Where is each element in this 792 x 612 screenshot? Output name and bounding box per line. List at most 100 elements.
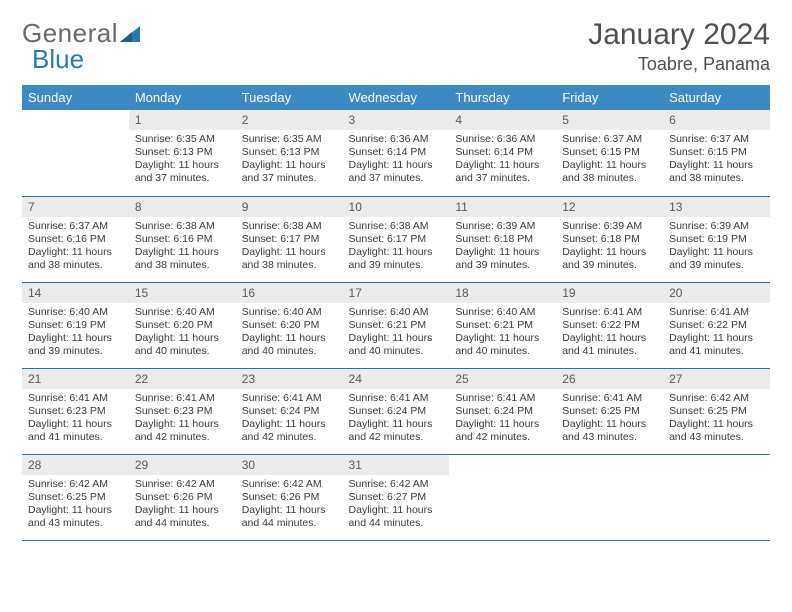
day-number: 3 [343, 110, 450, 130]
calendar-cell: 15Sunrise: 6:40 AMSunset: 6:20 PMDayligh… [129, 282, 236, 368]
day-details: Sunrise: 6:42 AMSunset: 6:26 PMDaylight:… [236, 475, 343, 535]
month-title: January 2024 [588, 18, 770, 52]
calendar-cell: 19Sunrise: 6:41 AMSunset: 6:22 PMDayligh… [556, 282, 663, 368]
day-number: 24 [343, 369, 450, 389]
day-number: 26 [556, 369, 663, 389]
day-number: 9 [236, 197, 343, 217]
calendar-cell: 25Sunrise: 6:41 AMSunset: 6:24 PMDayligh… [449, 368, 556, 454]
day-number: 12 [556, 197, 663, 217]
location: Toabre, Panama [588, 54, 770, 75]
day-number: 13 [663, 197, 770, 217]
calendar-cell: 1Sunrise: 6:35 AMSunset: 6:13 PMDaylight… [129, 110, 236, 196]
calendar-cell: 3Sunrise: 6:36 AMSunset: 6:14 PMDaylight… [343, 110, 450, 196]
calendar-cell: 10Sunrise: 6:38 AMSunset: 6:17 PMDayligh… [343, 196, 450, 282]
calendar-cell: 17Sunrise: 6:40 AMSunset: 6:21 PMDayligh… [343, 282, 450, 368]
weekday-header: Tuesday [236, 85, 343, 110]
calendar-cell: 9Sunrise: 6:38 AMSunset: 6:17 PMDaylight… [236, 196, 343, 282]
day-details: Sunrise: 6:41 AMSunset: 6:23 PMDaylight:… [22, 389, 129, 449]
calendar-cell: 8Sunrise: 6:38 AMSunset: 6:16 PMDaylight… [129, 196, 236, 282]
day-number: 16 [236, 283, 343, 303]
calendar-cell: 20Sunrise: 6:41 AMSunset: 6:22 PMDayligh… [663, 282, 770, 368]
day-number: 22 [129, 369, 236, 389]
day-details: Sunrise: 6:40 AMSunset: 6:20 PMDaylight:… [129, 303, 236, 363]
calendar-cell [449, 454, 556, 540]
day-number: 29 [129, 455, 236, 475]
day-number: 7 [22, 197, 129, 217]
day-details: Sunrise: 6:41 AMSunset: 6:22 PMDaylight:… [556, 303, 663, 363]
day-number: 10 [343, 197, 450, 217]
day-details: Sunrise: 6:35 AMSunset: 6:13 PMDaylight:… [236, 130, 343, 190]
calendar-table: SundayMondayTuesdayWednesdayThursdayFrid… [22, 85, 770, 541]
calendar-row: 28Sunrise: 6:42 AMSunset: 6:25 PMDayligh… [22, 454, 770, 540]
day-details: Sunrise: 6:36 AMSunset: 6:14 PMDaylight:… [449, 130, 556, 190]
day-number: 4 [449, 110, 556, 130]
calendar-cell: 4Sunrise: 6:36 AMSunset: 6:14 PMDaylight… [449, 110, 556, 196]
day-details: Sunrise: 6:40 AMSunset: 6:19 PMDaylight:… [22, 303, 129, 363]
day-details: Sunrise: 6:40 AMSunset: 6:20 PMDaylight:… [236, 303, 343, 363]
calendar-cell [663, 454, 770, 540]
day-details: Sunrise: 6:41 AMSunset: 6:25 PMDaylight:… [556, 389, 663, 449]
day-number: 31 [343, 455, 450, 475]
calendar-cell: 22Sunrise: 6:41 AMSunset: 6:23 PMDayligh… [129, 368, 236, 454]
day-number: 1 [129, 110, 236, 130]
calendar-cell: 12Sunrise: 6:39 AMSunset: 6:18 PMDayligh… [556, 196, 663, 282]
day-number: 18 [449, 283, 556, 303]
day-details: Sunrise: 6:41 AMSunset: 6:24 PMDaylight:… [343, 389, 450, 449]
day-details: Sunrise: 6:38 AMSunset: 6:17 PMDaylight:… [236, 217, 343, 277]
brand-sail-icon [120, 24, 142, 44]
day-number: 21 [22, 369, 129, 389]
weekday-header: Thursday [449, 85, 556, 110]
day-number: 15 [129, 283, 236, 303]
calendar-row: 21Sunrise: 6:41 AMSunset: 6:23 PMDayligh… [22, 368, 770, 454]
calendar-cell [556, 454, 663, 540]
day-number: 8 [129, 197, 236, 217]
calendar-cell [22, 110, 129, 196]
day-details: Sunrise: 6:37 AMSunset: 6:15 PMDaylight:… [556, 130, 663, 190]
day-number: 27 [663, 369, 770, 389]
day-details: Sunrise: 6:37 AMSunset: 6:16 PMDaylight:… [22, 217, 129, 277]
calendar-cell: 24Sunrise: 6:41 AMSunset: 6:24 PMDayligh… [343, 368, 450, 454]
calendar-row: 14Sunrise: 6:40 AMSunset: 6:19 PMDayligh… [22, 282, 770, 368]
calendar-cell: 5Sunrise: 6:37 AMSunset: 6:15 PMDaylight… [556, 110, 663, 196]
weekday-header: Friday [556, 85, 663, 110]
day-details: Sunrise: 6:35 AMSunset: 6:13 PMDaylight:… [129, 130, 236, 190]
calendar-cell: 30Sunrise: 6:42 AMSunset: 6:26 PMDayligh… [236, 454, 343, 540]
calendar-cell: 6Sunrise: 6:37 AMSunset: 6:15 PMDaylight… [663, 110, 770, 196]
day-details: Sunrise: 6:38 AMSunset: 6:16 PMDaylight:… [129, 217, 236, 277]
day-details: Sunrise: 6:38 AMSunset: 6:17 PMDaylight:… [343, 217, 450, 277]
day-details: Sunrise: 6:41 AMSunset: 6:24 PMDaylight:… [236, 389, 343, 449]
day-details: Sunrise: 6:41 AMSunset: 6:22 PMDaylight:… [663, 303, 770, 363]
calendar-body: 1Sunrise: 6:35 AMSunset: 6:13 PMDaylight… [22, 110, 770, 540]
day-details: Sunrise: 6:41 AMSunset: 6:24 PMDaylight:… [449, 389, 556, 449]
calendar-cell: 7Sunrise: 6:37 AMSunset: 6:16 PMDaylight… [22, 196, 129, 282]
day-number: 5 [556, 110, 663, 130]
title-block: January 2024 Toabre, Panama [588, 18, 770, 75]
day-details: Sunrise: 6:39 AMSunset: 6:18 PMDaylight:… [556, 217, 663, 277]
calendar-cell: 14Sunrise: 6:40 AMSunset: 6:19 PMDayligh… [22, 282, 129, 368]
day-number: 2 [236, 110, 343, 130]
weekday-header: Saturday [663, 85, 770, 110]
calendar-cell: 26Sunrise: 6:41 AMSunset: 6:25 PMDayligh… [556, 368, 663, 454]
weekday-header-row: SundayMondayTuesdayWednesdayThursdayFrid… [22, 85, 770, 110]
day-number: 14 [22, 283, 129, 303]
day-number: 23 [236, 369, 343, 389]
day-details: Sunrise: 6:40 AMSunset: 6:21 PMDaylight:… [343, 303, 450, 363]
day-number: 20 [663, 283, 770, 303]
day-details: Sunrise: 6:40 AMSunset: 6:21 PMDaylight:… [449, 303, 556, 363]
day-number: 25 [449, 369, 556, 389]
calendar-row: 1Sunrise: 6:35 AMSunset: 6:13 PMDaylight… [22, 110, 770, 196]
brand-text-2: Blue [32, 44, 84, 75]
day-number: 28 [22, 455, 129, 475]
calendar-cell: 16Sunrise: 6:40 AMSunset: 6:20 PMDayligh… [236, 282, 343, 368]
calendar-cell: 27Sunrise: 6:42 AMSunset: 6:25 PMDayligh… [663, 368, 770, 454]
calendar-cell: 11Sunrise: 6:39 AMSunset: 6:18 PMDayligh… [449, 196, 556, 282]
weekday-header: Monday [129, 85, 236, 110]
day-details: Sunrise: 6:42 AMSunset: 6:25 PMDaylight:… [663, 389, 770, 449]
day-number: 30 [236, 455, 343, 475]
calendar-cell: 23Sunrise: 6:41 AMSunset: 6:24 PMDayligh… [236, 368, 343, 454]
weekday-header: Sunday [22, 85, 129, 110]
calendar-cell: 28Sunrise: 6:42 AMSunset: 6:25 PMDayligh… [22, 454, 129, 540]
day-details: Sunrise: 6:39 AMSunset: 6:18 PMDaylight:… [449, 217, 556, 277]
day-details: Sunrise: 6:41 AMSunset: 6:23 PMDaylight:… [129, 389, 236, 449]
day-number: 6 [663, 110, 770, 130]
